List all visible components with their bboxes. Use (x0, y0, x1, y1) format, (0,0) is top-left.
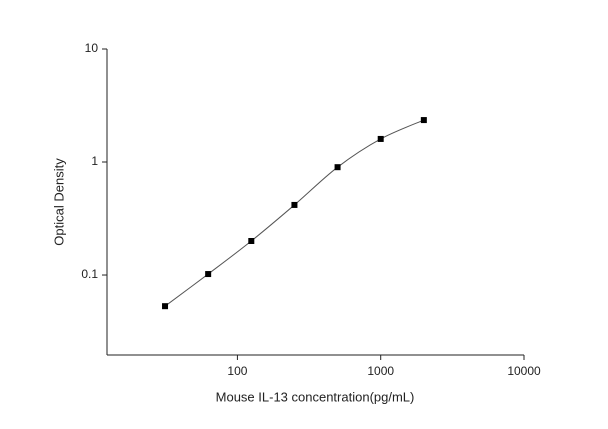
point (205, 271, 212, 278)
x-tick-label: 1000 (367, 364, 394, 378)
x-axis-label: Mouse IL-13 concentration(pg/mL) (216, 389, 415, 404)
point (334, 164, 341, 171)
y-tick-label: 10 (85, 41, 99, 55)
y-tick-label: 1 (91, 154, 98, 168)
fit-curve (164, 119, 425, 307)
point (377, 135, 384, 142)
point (248, 237, 255, 244)
point (162, 303, 169, 310)
point (291, 201, 298, 208)
point (420, 117, 427, 124)
y-axis-label: Optical Density (51, 158, 66, 246)
y-tick-label: 0.1 (81, 267, 98, 281)
x-tick-label: 100 (227, 364, 247, 378)
x-tick-label: 10000 (507, 364, 541, 378)
